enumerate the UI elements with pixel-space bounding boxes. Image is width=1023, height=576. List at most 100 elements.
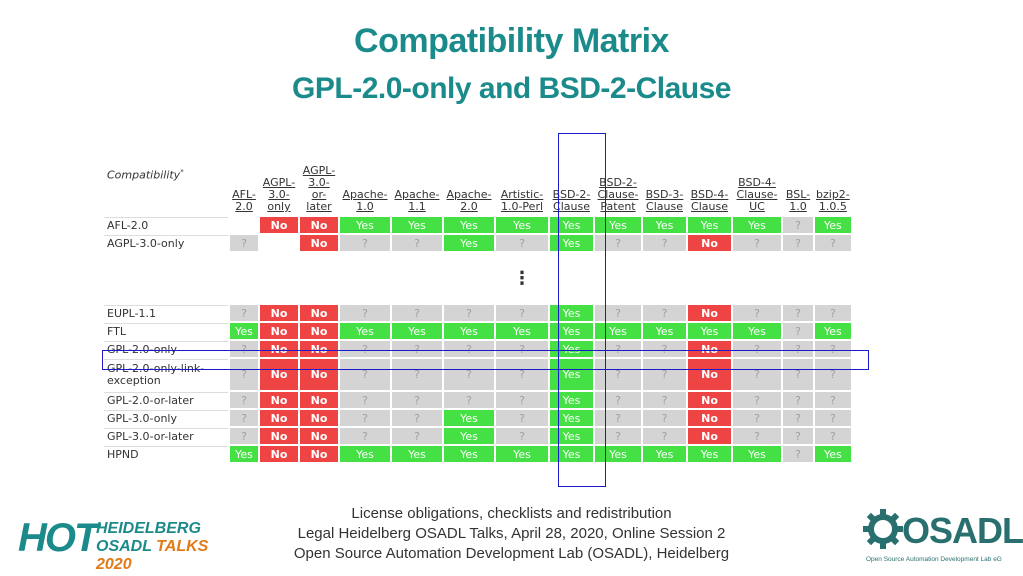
matrix-cell: No <box>260 359 298 390</box>
matrix-cell: Yes <box>392 217 442 233</box>
matrix-cell: ? <box>392 341 442 357</box>
osadl-logo-name: OSADL <box>902 510 1023 551</box>
column-header-apache-1-0[interactable]: Apache-1.0 <box>342 188 388 213</box>
matrix-cell: ? <box>496 235 548 251</box>
page-title: Compatibility Matrix <box>354 22 669 60</box>
column-header-apache-2-0[interactable]: Apache-2.0 <box>446 188 492 213</box>
matrix-cell: ? <box>340 235 390 251</box>
column-header-afl-2-0[interactable]: AFL-2.0 <box>232 188 256 213</box>
matrix-cell: ? <box>392 359 442 390</box>
row-label-eupl-1-1[interactable]: EUPL-1.1 <box>104 305 228 321</box>
column-header-bsd-4-clause-uc[interactable]: BSD-4-Clause-UC <box>736 176 778 213</box>
matrix-cell: Yes <box>444 217 494 233</box>
matrix-row-afl-2-0: AFL-2.0 No No Yes Yes Yes Yes Yes Yes Yes Yes Yes? Y… <box>104 217 851 233</box>
column-header-bsd-2-clause[interactable]: BSD-2-Clause <box>552 188 591 213</box>
matrix-row-ftl: FTL Yes No No Yes Yes Yes Yes Yes Yes Yes Yes Yes? Ye… <box>104 323 851 339</box>
matrix-cell: Yes <box>688 446 731 462</box>
matrix-cell: ? <box>392 392 442 408</box>
gap-cell <box>733 253 781 303</box>
matrix-cell: ? <box>783 341 813 357</box>
matrix-cell: Yes <box>230 446 258 462</box>
matrix-cell: ? <box>595 235 641 251</box>
row-label-gpl-2-0-only-link-exception[interactable]: GPL-2.0-only-link-exception <box>104 359 228 390</box>
matrix-cell: ? <box>444 359 494 390</box>
matrix-cell: Yes <box>733 446 781 462</box>
row-label-gpl-3-0-only[interactable]: GPL-3.0-only <box>104 410 228 426</box>
matrix-row-gpl-2-0-only-link-exception: GPL-2.0-only-link-exception? No No???? Yes?… <box>104 359 851 390</box>
footer: License obligations, checklists and redi… <box>250 504 773 564</box>
matrix-cell: ? <box>496 341 548 357</box>
matrix-cell: Yes <box>595 217 641 233</box>
matrix-cell: No <box>688 359 731 390</box>
row-label-gpl-2-0-or-later[interactable]: GPL-2.0-or-later <box>104 392 228 408</box>
matrix-cell: ? <box>815 235 851 251</box>
matrix-cell: ? <box>783 235 813 251</box>
column-header-bsd-4-clause[interactable]: BSD-4-Clause <box>690 188 729 213</box>
matrix-cell: Yes <box>688 217 731 233</box>
column-header-agpl-3-0-or-later[interactable]: AGPL-3.0-or-later <box>302 164 336 213</box>
matrix-cell: Yes <box>550 410 593 426</box>
matrix-table: Compatibility* AFL-2.0 AGPL-3.0-only AGPL-… <box>102 133 853 464</box>
matrix-cell <box>230 217 258 233</box>
matrix-cell: No <box>300 341 338 357</box>
matrix-cell: No <box>260 410 298 426</box>
matrix-cell: No <box>260 341 298 357</box>
matrix-cell: ? <box>595 392 641 408</box>
column-header-apache-1-1[interactable]: Apache-1.1 <box>394 188 440 213</box>
matrix-cell: Yes <box>340 323 390 339</box>
column-header-bsd-3-clause[interactable]: BSD-3-Clause <box>645 188 684 213</box>
matrix-cell: No <box>260 323 298 339</box>
matrix-row-gpl-3-0-or-later: GPL-3.0-or-later? No No?? Yes? Yes?? No??? <box>104 428 851 444</box>
matrix-cell: ? <box>815 305 851 321</box>
matrix-cell: No <box>260 217 298 233</box>
matrix-cell: No <box>260 446 298 462</box>
column-header-bzip2-1-0-5[interactable]: bzip2-1.0.5 <box>816 188 850 213</box>
matrix-cell: Yes <box>643 446 686 462</box>
matrix-cell: ? <box>340 341 390 357</box>
page-subtitle: GPL-2.0-only and BSD-2-Clause <box>292 72 731 105</box>
gap-cell <box>643 253 686 303</box>
matrix-cell: ? <box>496 392 548 408</box>
column-header-bsd-2-clause-patent[interactable]: BSD-2-Clause-Patent <box>597 176 639 213</box>
gap-cell <box>783 253 813 303</box>
column-header-agpl-3-0-only[interactable]: AGPL-3.0-only <box>262 176 296 213</box>
gap-cell <box>595 253 641 303</box>
matrix-cell: No <box>300 217 338 233</box>
matrix-cell: ? <box>496 410 548 426</box>
row-label-ftl[interactable]: FTL <box>104 323 228 339</box>
matrix-cell: Yes <box>550 217 593 233</box>
row-label-gpl-3-0-or-later[interactable]: GPL-3.0-or-later <box>104 428 228 444</box>
column-header-artistic-1-0-perl[interactable]: Artistic-1.0-Perl <box>500 188 544 213</box>
matrix-cell: Yes <box>643 323 686 339</box>
matrix-cell: Yes <box>550 341 593 357</box>
matrix-cell: Yes <box>550 392 593 408</box>
matrix-cell <box>260 235 298 251</box>
gap-cell <box>815 253 851 303</box>
gap-cell <box>230 253 258 303</box>
gap-cell <box>104 253 228 303</box>
matrix-cell: ? <box>815 359 851 390</box>
matrix-cell: ? <box>340 428 390 444</box>
matrix-cell: Yes <box>496 446 548 462</box>
matrix-cell: ? <box>444 341 494 357</box>
matrix-cell: Yes <box>444 323 494 339</box>
matrix-header-row: Compatibility* AFL-2.0 AGPL-3.0-only AGPL-… <box>104 135 851 215</box>
matrix-cell: ? <box>783 217 813 233</box>
column-header-bsl-1-0[interactable]: BSL-1.0 <box>785 188 811 213</box>
matrix-cell: Yes <box>444 410 494 426</box>
row-label-gpl-2-0-only[interactable]: GPL-2.0-only <box>104 341 228 357</box>
matrix-cell: No <box>300 446 338 462</box>
row-label-afl-2-0[interactable]: AFL-2.0 <box>104 217 228 233</box>
matrix-row-eupl-1-1: EUPL-1.1? No No???? Yes?? No??? <box>104 305 851 321</box>
matrix-cell: ? <box>392 428 442 444</box>
matrix-cell: No <box>300 392 338 408</box>
footer-line-2: Legal Heidelberg OSADL Talks, April 28, … <box>297 525 726 542</box>
matrix-cell: ? <box>815 410 851 426</box>
gap-cell <box>392 253 442 303</box>
matrix-cell: Yes <box>595 323 641 339</box>
row-label-agpl-3-0-only[interactable]: AGPL-3.0-only <box>104 235 228 251</box>
matrix-cell: ? <box>783 428 813 444</box>
matrix-cell: Yes <box>550 305 593 321</box>
matrix-cell: ? <box>392 410 442 426</box>
row-label-hpnd[interactable]: HPND <box>104 446 228 462</box>
